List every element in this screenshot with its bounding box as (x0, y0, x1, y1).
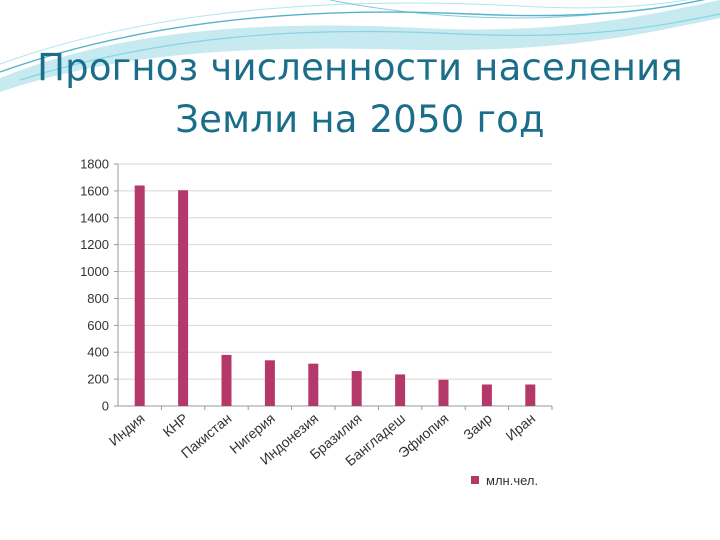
chart-axes (114, 163, 553, 410)
x-tick-label: Индия (106, 410, 148, 449)
legend-label: млн.чел. (486, 473, 538, 488)
chart-legend: млн.чел. (471, 473, 538, 488)
page-title: Прогноз численности населения Земли на 2… (0, 42, 720, 146)
x-tick-label: КНР (160, 410, 191, 440)
legend-swatch (471, 476, 479, 484)
y-tick-label: 600 (87, 318, 109, 333)
bar-7 (395, 374, 406, 406)
x-tick-label: Иран (502, 410, 538, 444)
bar-10 (525, 384, 536, 406)
bar-5 (308, 363, 319, 406)
bar-4 (264, 360, 275, 406)
chart-bars (134, 185, 536, 406)
y-tick-label: 200 (87, 372, 109, 387)
bar-6 (351, 371, 362, 406)
bar-9 (481, 384, 492, 406)
y-tick-label: 800 (87, 291, 109, 306)
x-axis-tick-labels: Индия КНРПакистанНигерияИндонезияБразилия… (106, 410, 539, 469)
title-line-2: Земли на 2050 год (175, 98, 545, 141)
decorative-swirl-header (0, 0, 720, 92)
title-line-1: Прогноз численности населения (37, 46, 683, 89)
y-axis-tick-labels: 0 200 400 600 800 1000 1200 1400 1600 1800 (80, 157, 109, 414)
y-tick-label: 1400 (80, 210, 109, 225)
y-tick-label: 1800 (80, 157, 109, 172)
bar-8 (438, 379, 449, 406)
y-tick-label: 1200 (80, 237, 109, 252)
y-tick-label: 400 (87, 345, 109, 360)
bar-2 (178, 190, 189, 406)
chart-gridlines (118, 163, 552, 380)
y-tick-label: 1600 (80, 183, 109, 198)
bar-1 (134, 185, 145, 406)
bar-3 (221, 354, 232, 406)
y-tick-label: 0 (102, 399, 109, 414)
y-tick-label: 1000 (80, 264, 109, 279)
x-tick-label: Заир (460, 410, 495, 443)
